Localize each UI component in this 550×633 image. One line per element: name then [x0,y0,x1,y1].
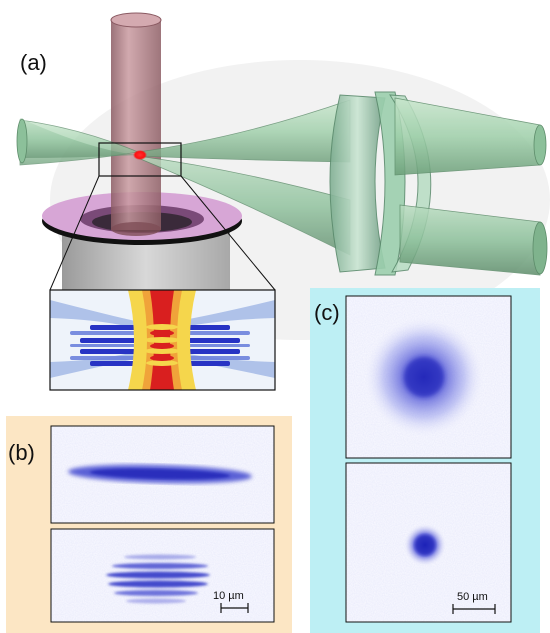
zoom-line-left [49,175,100,291]
panel-c-label: (c) [314,300,340,325]
panel-c [310,288,540,633]
left-beams [16,118,140,166]
zoom-line-right [180,175,276,291]
panel-c-scale-bar [452,604,496,614]
panel-b-image-1 [50,425,275,524]
panel-b [6,416,292,633]
panel-a [16,12,550,391]
panel-b-scale-bar [220,603,249,613]
right-beams [394,97,548,276]
panel-c-image-2 [345,462,512,623]
panel-a-label: (a) [20,50,47,75]
panel-b-image-2 [50,528,275,623]
atom-cloud [133,150,147,160]
panel-c-scale-label: 50 µm [457,591,488,603]
zoom-box [98,142,182,177]
vertical-beam [110,12,162,236]
panel-b-label: (b) [8,440,35,465]
interference-inset [49,289,276,391]
panel-b-scale-label: 10 µm [213,590,244,602]
panel-c-image-1 [345,295,512,459]
